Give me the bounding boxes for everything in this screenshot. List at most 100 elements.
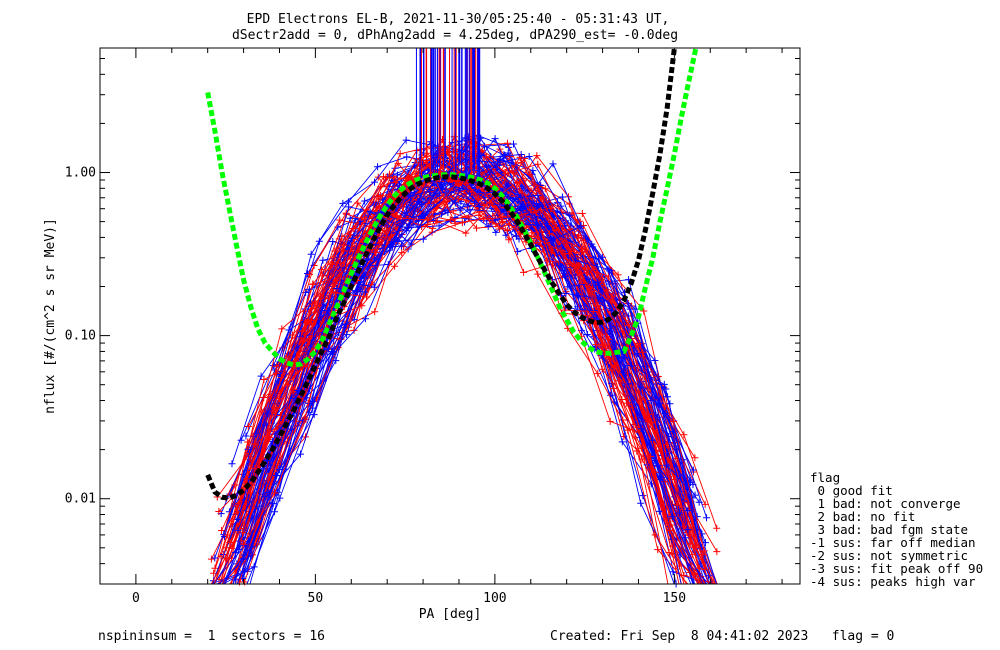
plus-marker: [276, 494, 284, 502]
flag-legend: flag 0 good fit 1 bad: not converge 2 ba…: [810, 470, 983, 589]
plus-marker: [699, 551, 707, 559]
plus-marker: [538, 214, 546, 222]
plus-marker: [289, 386, 297, 394]
plus-marker: [491, 135, 499, 143]
plus-marker: [301, 414, 309, 422]
plus-marker: [485, 199, 493, 207]
plus-marker: [398, 249, 406, 257]
plus-marker: [695, 564, 703, 572]
plus-marker: [348, 234, 356, 242]
plus-marker: [272, 369, 280, 377]
plus-marker: [393, 213, 401, 221]
plus-marker: [419, 235, 427, 243]
plus-marker: [598, 274, 606, 282]
plus-marker: [503, 139, 511, 147]
plus-marker: [289, 331, 297, 339]
legend-entry: -2 sus: not symmetric: [810, 548, 968, 563]
plus-marker: [583, 330, 591, 338]
plus-marker: [684, 507, 692, 515]
plus-marker: [651, 531, 659, 539]
plus-marker: [575, 292, 583, 300]
plus-marker: [655, 507, 663, 515]
plus-marker: [251, 464, 259, 472]
plus-marker: [215, 507, 223, 515]
y-tick-label: 1.00: [65, 166, 96, 181]
plus-marker: [382, 174, 390, 182]
plus-marker: [278, 325, 286, 333]
plus-marker: [391, 262, 399, 270]
plus-marker: [319, 256, 327, 264]
data-curve: [237, 155, 689, 520]
plus-marker: [589, 308, 597, 316]
footer-right: Created: Fri Sep 8 04:41:02 2023 flag = …: [550, 629, 894, 644]
plus-marker: [309, 280, 317, 288]
x-tick-label: 0: [132, 591, 140, 606]
plus-marker: [244, 422, 252, 430]
y-axis-label: nflux [#/(cm^2 s sr MeV)]: [43, 218, 58, 414]
plus-marker: [668, 513, 676, 521]
plus-marker: [713, 548, 721, 556]
plus-marker: [222, 544, 230, 552]
plus-marker: [564, 283, 572, 291]
plus-marker: [342, 320, 350, 328]
plus-marker: [237, 436, 245, 444]
plus-marker: [520, 202, 528, 210]
plus-marker: [480, 215, 488, 223]
plus-marker: [670, 417, 678, 425]
plus-marker: [371, 308, 379, 316]
plus-marker: [547, 205, 555, 213]
plus-marker: [402, 136, 410, 144]
plus-marker: [701, 500, 709, 508]
plus-marker: [466, 206, 474, 214]
plus-marker: [713, 524, 721, 532]
plus-marker: [513, 179, 521, 187]
plus-marker: [414, 216, 422, 224]
plus-marker: [637, 499, 645, 507]
plus-marker: [594, 301, 602, 309]
plot-frame: [99, 47, 801, 585]
plus-marker: [275, 395, 283, 403]
plus-marker: [604, 272, 612, 280]
plus-marker: [258, 408, 266, 416]
plus-marker: [382, 233, 390, 241]
plus-marker: [503, 226, 511, 234]
plus-marker: [374, 163, 382, 171]
plus-marker: [651, 357, 659, 365]
plus-marker: [243, 475, 251, 483]
plus-marker: [633, 447, 641, 455]
plus-marker: [681, 534, 689, 542]
plus-marker: [578, 209, 586, 217]
data-curve: [217, 187, 700, 585]
plus-marker: [590, 313, 598, 321]
plus-marker: [549, 160, 557, 168]
data-curve: [234, 164, 704, 585]
plus-marker: [423, 149, 431, 157]
plus-marker: [231, 549, 239, 557]
plus-marker: [577, 248, 585, 256]
plus-marker: [264, 488, 272, 496]
plus-marker: [336, 216, 344, 224]
plus-marker: [398, 223, 406, 231]
plus-marker: [521, 154, 529, 162]
plus-marker: [533, 222, 541, 230]
plus-marker: [463, 202, 471, 210]
plus-marker: [578, 245, 586, 253]
x-axis-ticks: 0 50 100 150: [99, 48, 783, 606]
plus-marker: [247, 543, 255, 551]
plus-marker: [240, 568, 248, 576]
plus-marker: [406, 192, 414, 200]
plus-marker: [234, 526, 242, 534]
plus-marker: [332, 289, 340, 297]
plus-marker: [618, 396, 626, 404]
legend-entry: 1 bad: not converge: [810, 496, 961, 511]
plus-marker: [631, 305, 639, 313]
plus-marker: [462, 196, 470, 204]
plus-marker: [691, 569, 699, 577]
plus-marker: [505, 236, 513, 244]
plus-marker: [548, 236, 556, 244]
plus-marker: [239, 555, 247, 563]
plus-marker: [654, 461, 662, 469]
plus-marker: [703, 514, 711, 522]
data-curve: [221, 163, 714, 585]
plus-marker: [504, 149, 512, 157]
